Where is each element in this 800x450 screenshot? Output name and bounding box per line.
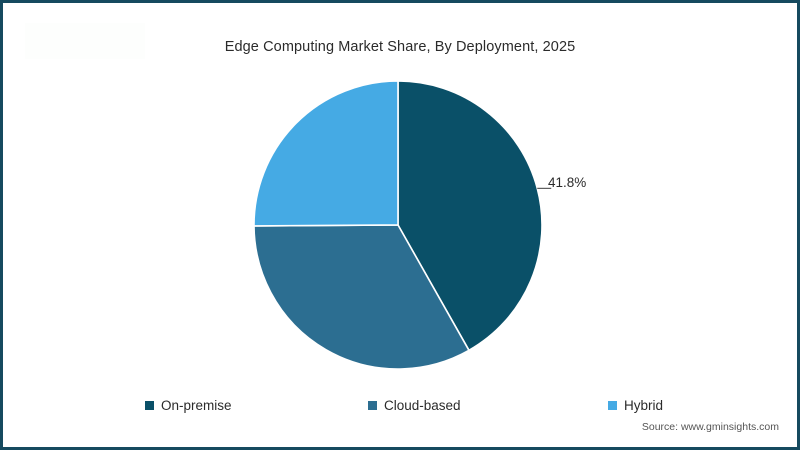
legend-swatch-icon <box>145 400 154 410</box>
legend-label: Hybrid <box>624 397 664 413</box>
chart-title: Edge Computing Market Share, By Deployme… <box>224 39 576 55</box>
pie-slice-hybrid[interactable] <box>253 80 399 227</box>
pie-slice-group <box>253 80 543 370</box>
legend-item-hybrid[interactable]: Hybrid <box>608 395 663 415</box>
legend-swatch-icon <box>368 400 377 410</box>
legend-swatch-icon <box>608 400 617 410</box>
legend-label: On-premise <box>161 397 232 413</box>
pie-value-label-onpremise: 41.8% <box>548 175 587 190</box>
legend-label: Cloud-based <box>384 397 461 413</box>
pie-chart <box>253 80 552 370</box>
legend-item-cloud-based[interactable]: Cloud-based <box>368 395 461 415</box>
chart-legend: On-premise Cloud-based Hybrid <box>3 395 797 415</box>
legend-item-on-premise[interactable]: On-premise <box>145 395 232 415</box>
pie-chart-svg <box>253 80 552 370</box>
source-note: Source: www.gminsights.com <box>641 421 779 433</box>
pie-slice-cloud-based[interactable] <box>253 224 470 370</box>
pie-slice-on-premise[interactable] <box>397 80 543 352</box>
